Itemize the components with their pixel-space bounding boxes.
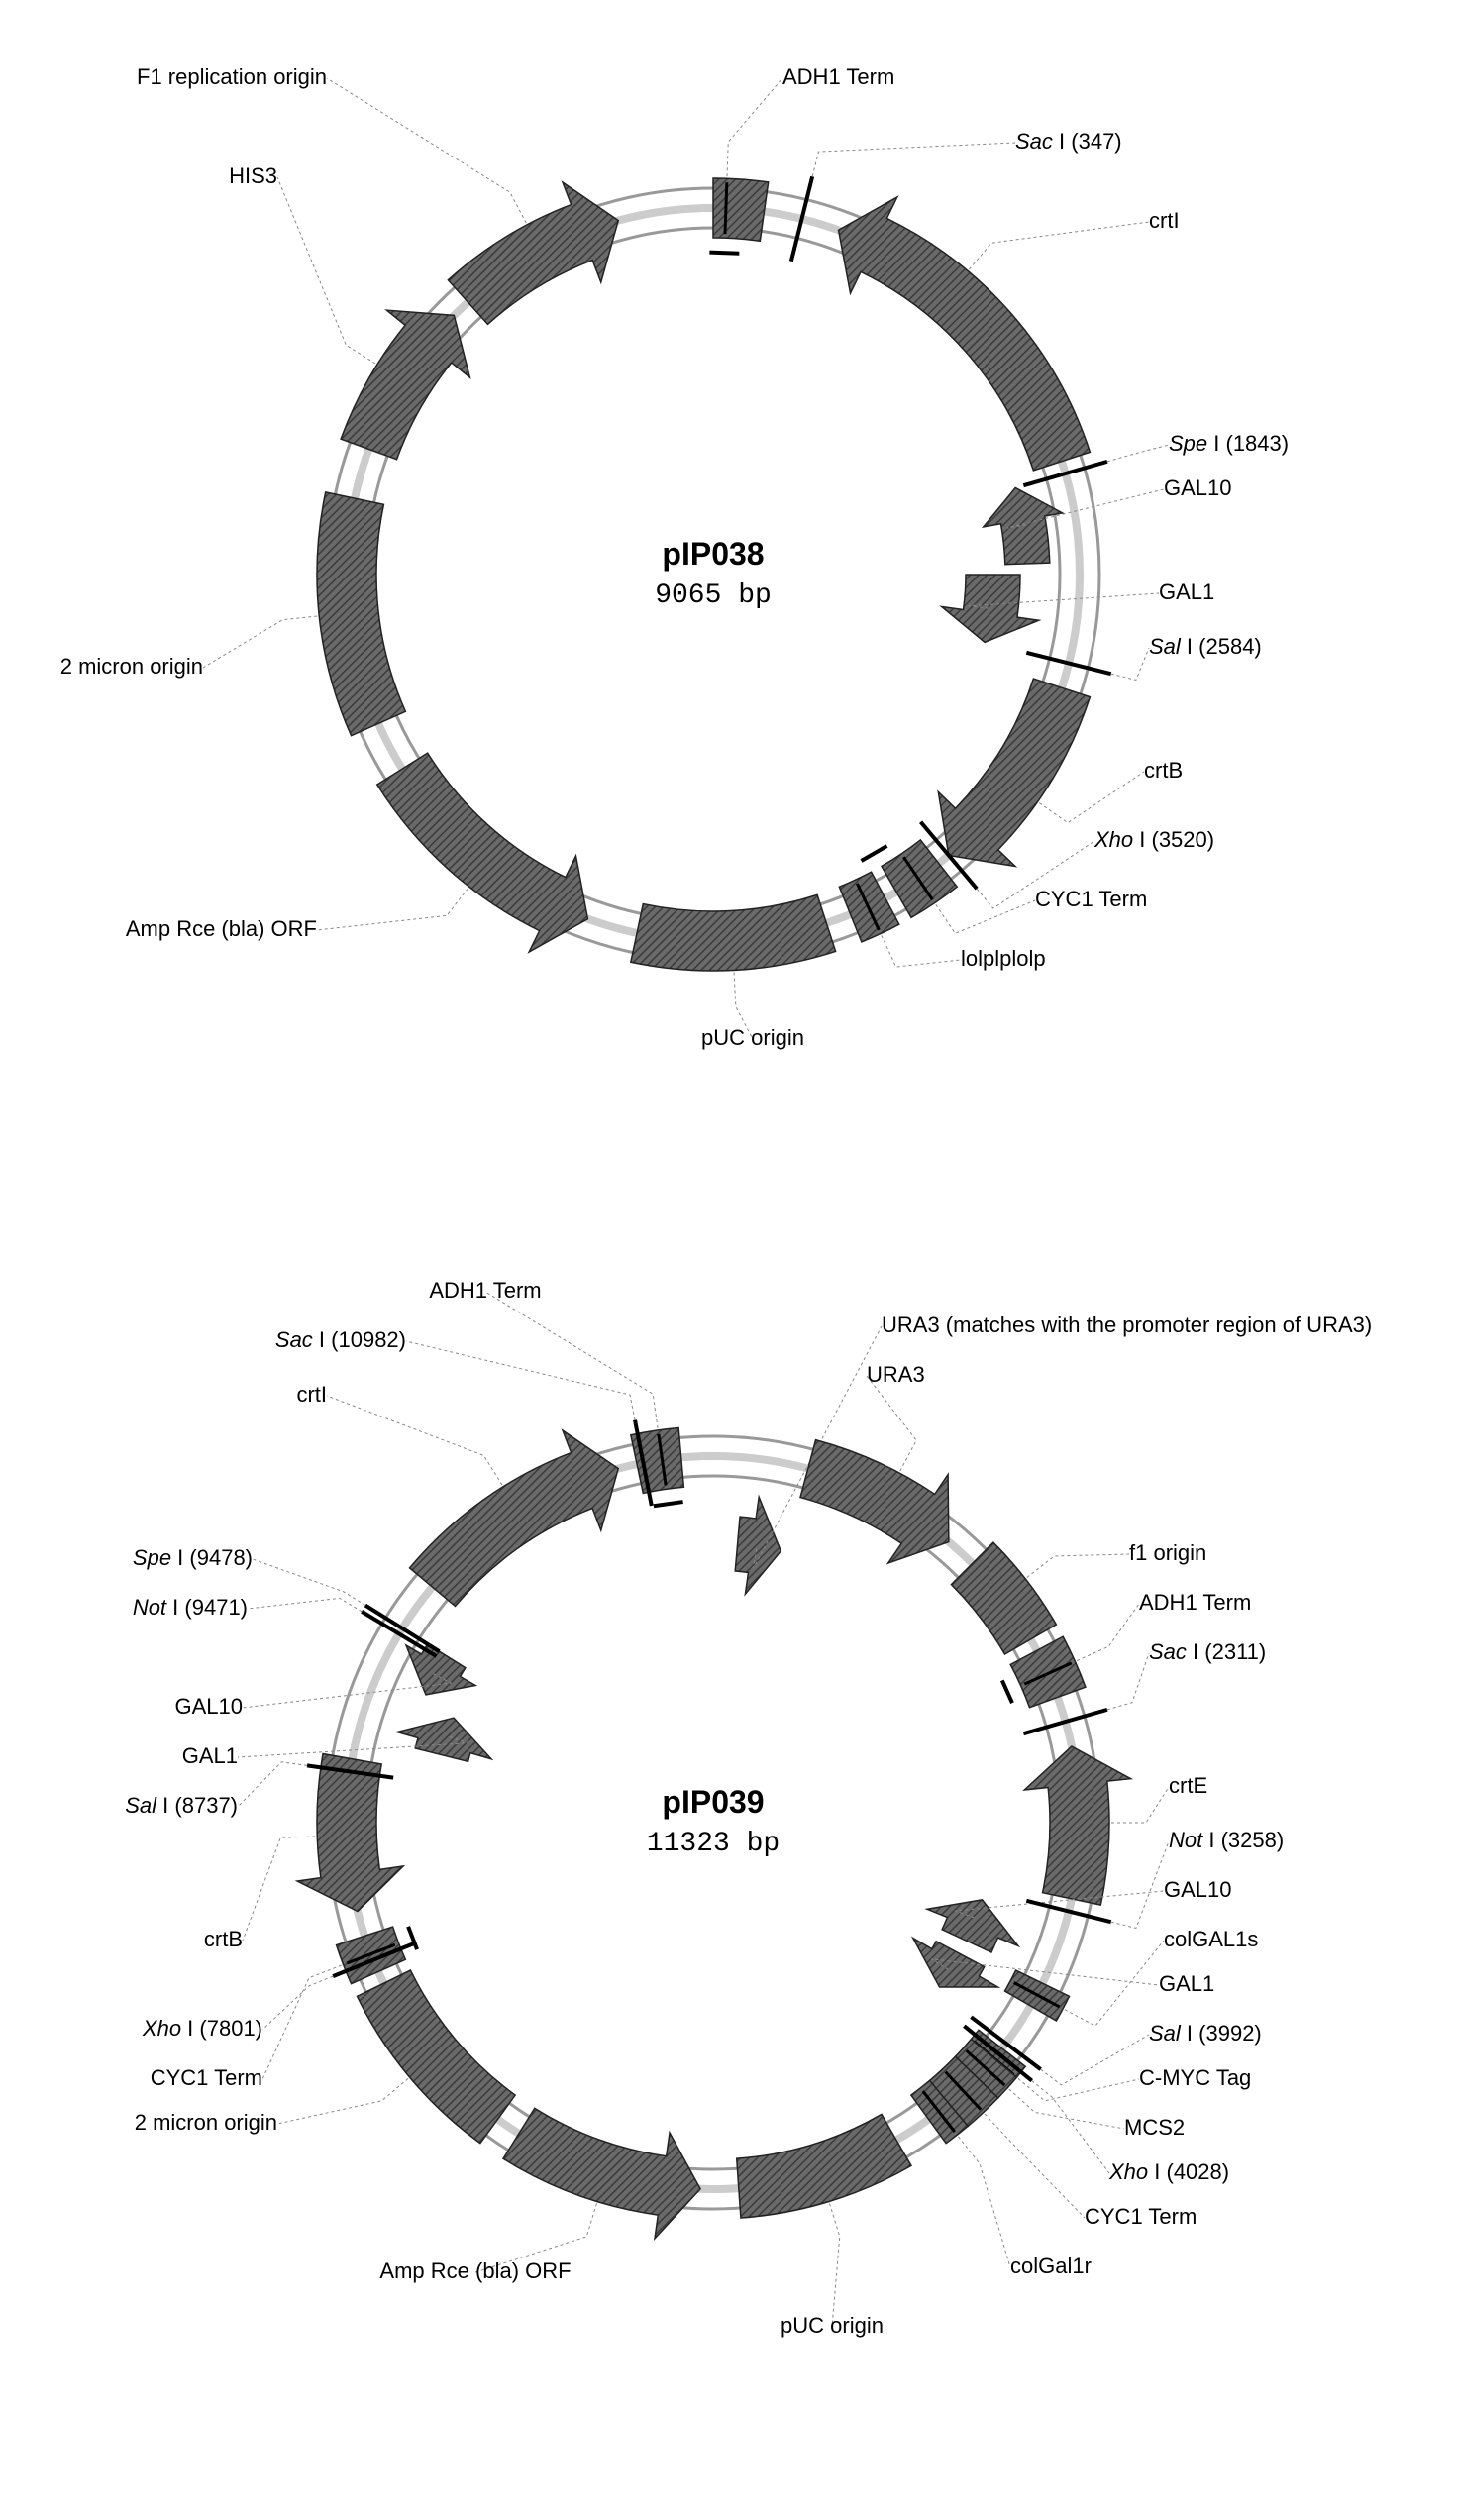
feature-label: HIS3	[229, 163, 277, 188]
feature-label: crtB	[204, 1927, 243, 1951]
restriction-site-label: Spe I (9478)	[133, 1545, 253, 1570]
feature-puc-origin	[737, 2114, 911, 2218]
feature-puc-origin	[631, 894, 836, 971]
feature-f1-replication-origin	[448, 182, 618, 324]
restriction-site-tick	[365, 1606, 440, 1652]
feature-label: ADH1 Term	[782, 64, 894, 89]
feature-label: f1 origin	[1129, 1540, 1206, 1565]
feature-gal1	[397, 1718, 491, 1761]
feature-label: F1 replication origin	[137, 64, 327, 89]
plasmid-pIP038: F1 replication origin ADH1 Term crtI GAL10 G…	[60, 64, 1289, 1050]
restriction-site-label: Xho I (7801)	[142, 2016, 262, 2041]
feature-label: Amp Rce (bla) ORF	[379, 2258, 571, 2283]
feature-label: crtI	[296, 1382, 327, 1407]
feature-ura3-matches-with-the-promoter-region-of-ura3-	[735, 1497, 781, 1594]
restriction-site-label: Xho I (3520)	[1093, 827, 1214, 852]
feature-label: CYC1 Term	[151, 2065, 262, 2090]
restriction-site-label: Sal I (2584)	[1149, 634, 1262, 659]
feature-label: colGAL1s	[1164, 1927, 1258, 1951]
plasmid-map-figure: F1 replication origin ADH1 Term crtI GAL10 G…	[20, 20, 1457, 2500]
feature-label: colGal1r	[1010, 2254, 1092, 2278]
feature-label: pUC origin	[781, 2313, 884, 2338]
feature-amp-rce-bla-orf	[503, 2108, 700, 2239]
feature-label: GAL1	[1159, 579, 1214, 604]
plasmid-name: pIP038	[662, 536, 764, 572]
feature-his3	[341, 310, 469, 460]
feature-label: GAL10	[175, 1694, 244, 1719]
feature-label: CYC1 Term	[1085, 2204, 1197, 2229]
feature-gal1	[942, 575, 1039, 642]
feature-label: GAL1	[1159, 1971, 1214, 1996]
restriction-site-label: Sac I (2311)	[1149, 1639, 1266, 1664]
restriction-site-label: Sal I (8737)	[125, 1793, 238, 1818]
restriction-site-label: Not I (3258)	[1169, 1828, 1284, 1852]
feature-crti	[839, 197, 1091, 471]
feature-crtb	[938, 679, 1090, 866]
feature-2-micron-origin	[317, 492, 405, 736]
feature-label: crtE	[1169, 1773, 1207, 1798]
feature-label: 2 micron origin	[135, 2110, 277, 2135]
feature-label: crtB	[1144, 758, 1183, 783]
feature-2-micron-origin	[357, 1970, 515, 2144]
feature-label: 2 micron origin	[60, 654, 203, 679]
plasmid-pIP039: ADH1 Term URA3 (matches with the promoter…	[125, 1278, 1372, 2338]
feature-label: URA3	[867, 1362, 925, 1387]
feature-label: CYC1 Term	[1035, 887, 1147, 911]
plasmid-size: 11323 bp	[647, 1829, 780, 1859]
feature-adh1-term	[713, 178, 769, 241]
restriction-site-label: Not I (9471)	[133, 1595, 248, 1620]
restriction-site-label: Xho I (4028)	[1108, 2159, 1229, 2184]
feature-label: ADH1 Term	[1139, 1590, 1251, 1615]
feature-label: crtI	[1149, 208, 1180, 233]
feature-ura3	[800, 1440, 949, 1563]
feature-crte	[1024, 1746, 1130, 1905]
restriction-site-label: Sac I (10982)	[275, 1327, 406, 1352]
plasmid-name: pIP039	[662, 1784, 764, 1820]
feature-label: MCS2	[1124, 2115, 1185, 2140]
feature-crti	[410, 1430, 619, 1606]
feature-label: GAL10	[1164, 475, 1232, 500]
feature-label: GAL1	[182, 1743, 238, 1768]
feature-label: GAL10	[1164, 1877, 1232, 1902]
feature-label: Amp Rce (bla) ORF	[126, 916, 317, 941]
restriction-site-tick	[362, 1612, 436, 1656]
restriction-site-label: Spe I (1843)	[1169, 431, 1289, 456]
feature-label: lolplplolp	[961, 946, 1046, 971]
restriction-site-label: Sac I (347)	[1015, 129, 1122, 154]
feature-label: URA3 (matches with the promoter region o…	[882, 1312, 1372, 1337]
plasmid-size: 9065 bp	[655, 580, 772, 611]
feature-amp-rce-bla-orf	[377, 753, 588, 952]
feature-label: C-MYC Tag	[1139, 2065, 1251, 2090]
feature-label: ADH1 Term	[429, 1278, 541, 1303]
restriction-site-label: Sal I (3992)	[1149, 2021, 1262, 2046]
feature-label: pUC origin	[701, 1025, 804, 1050]
